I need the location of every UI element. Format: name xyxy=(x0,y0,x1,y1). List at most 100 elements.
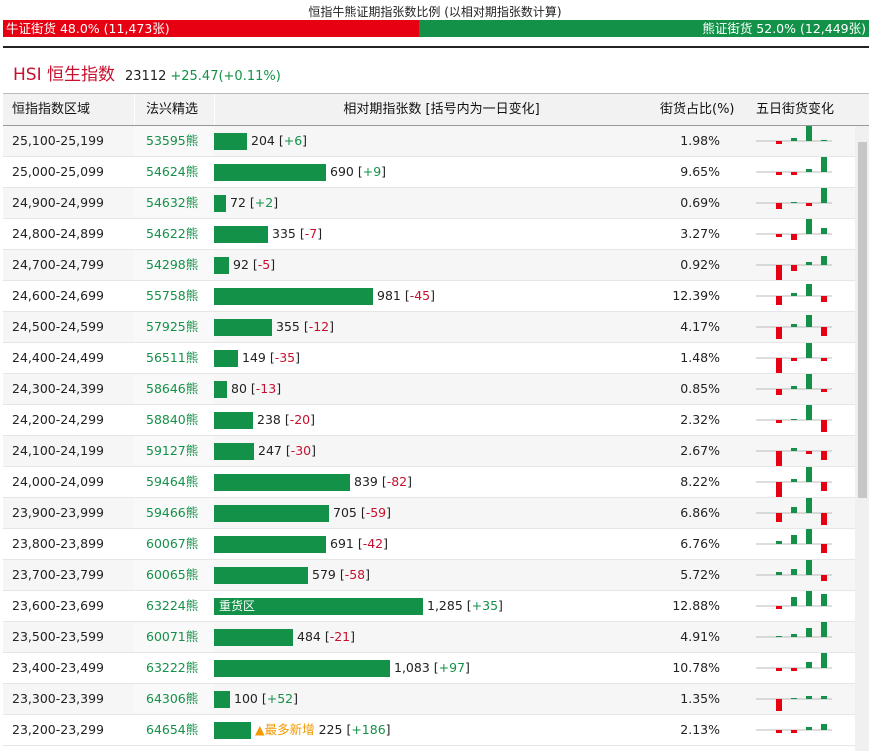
contracts-bar xyxy=(214,226,268,243)
contracts-bar xyxy=(214,288,373,305)
scrollbar-thumb[interactable] xyxy=(858,142,867,498)
five-day-sparkline xyxy=(756,219,832,240)
contracts-bar xyxy=(214,133,247,150)
warrant-code-link[interactable]: 64654熊 xyxy=(146,722,199,737)
warrant-code-link[interactable]: 63224熊 xyxy=(146,598,199,613)
contracts-cell: 247 [-30] xyxy=(214,436,669,466)
sparkline-bar xyxy=(791,172,797,175)
share-cell: 10.78% xyxy=(672,660,720,675)
share-cell: 1.48% xyxy=(680,350,720,365)
warrant-code-link[interactable]: 60067熊 xyxy=(146,536,199,551)
warrant-code-link[interactable]: 57925熊 xyxy=(146,319,199,334)
sparkline-bar xyxy=(821,622,827,637)
code-cell-bg xyxy=(134,560,214,590)
daily-change: +2 xyxy=(254,195,274,210)
warrant-code-link[interactable]: 56511熊 xyxy=(146,350,199,365)
column-header-share[interactable]: 街货占比(%) xyxy=(660,102,735,117)
sparkline-bar xyxy=(821,358,827,361)
column-header-range[interactable]: 恒指指数区域 xyxy=(12,102,91,117)
five-day-sparkline xyxy=(756,560,832,581)
contracts-label: 579 [-58] xyxy=(312,567,371,582)
table-row: 24,200-24,299 58840熊 238 [-20] 2.32% xyxy=(3,405,855,436)
contracts-value: 579 xyxy=(312,567,336,582)
warrant-code-link[interactable]: 59464熊 xyxy=(146,474,199,489)
share-cell: 6.86% xyxy=(680,505,720,520)
contracts-bar xyxy=(214,567,308,584)
warrant-code-link[interactable]: 53595熊 xyxy=(146,133,199,148)
index-change: +25.47(+0.11%) xyxy=(170,69,281,84)
code-cell-bg xyxy=(134,436,214,466)
sparkline-bar xyxy=(791,265,797,271)
range-cell: 24,200-24,299 xyxy=(12,412,104,427)
share-cell: 6.76% xyxy=(680,536,720,551)
sparkline-bar xyxy=(776,541,782,544)
warrant-code-link[interactable]: 58646熊 xyxy=(146,381,199,396)
range-cell: 24,500-24,599 xyxy=(12,319,104,334)
column-header-contracts[interactable]: 相对期指张数 [括号内为一日变化] xyxy=(343,102,540,117)
table-row: 25,000-25,099 54624熊 690 [+9] 9.65% xyxy=(3,157,855,188)
index-name[interactable]: HSI 恒生指数 xyxy=(13,65,115,85)
range-cell: 24,600-24,699 xyxy=(12,288,104,303)
warrant-code-link[interactable]: 60071熊 xyxy=(146,629,199,644)
contracts-cell: 1,083 [+97] xyxy=(214,653,669,683)
warrant-code-link[interactable]: 55758熊 xyxy=(146,288,199,303)
sparkline-bar xyxy=(821,389,827,392)
warrant-code-link[interactable]: 59127熊 xyxy=(146,443,199,458)
daily-change: -58 xyxy=(344,567,366,582)
table-row: 24,800-24,899 54622熊 335 [-7] 3.27% xyxy=(3,219,855,250)
table-row: 23,700-23,799 60065熊 579 [-58] 5.72% xyxy=(3,560,855,591)
sparkline-bar xyxy=(776,358,782,373)
warrant-code-link[interactable]: 60065熊 xyxy=(146,567,199,582)
table-row: 23,900-23,999 59466熊 705 [-59] 6.86% xyxy=(3,498,855,529)
column-header-five-day[interactable]: 五日街货变化 xyxy=(756,102,835,117)
heavy-zone-badge: 重货区 xyxy=(219,599,256,613)
sparkline-bar xyxy=(791,386,797,389)
sparkline-bar xyxy=(821,594,827,606)
sparkline-bar xyxy=(821,482,827,491)
share-cell: 0.69% xyxy=(680,195,720,210)
daily-change: -12 xyxy=(308,319,330,334)
sparkline-bar xyxy=(776,327,782,339)
header-divider xyxy=(134,94,135,125)
sparkline-bar xyxy=(821,327,827,336)
contracts-bar xyxy=(214,350,238,367)
five-day-sparkline xyxy=(756,498,832,525)
warrant-code-link[interactable]: 54298熊 xyxy=(146,257,199,272)
warrant-code-link[interactable]: 54622熊 xyxy=(146,226,199,241)
code-cell-bg xyxy=(134,498,214,528)
vertical-scrollbar[interactable] xyxy=(855,126,869,751)
contracts-cell: 92 [-5] xyxy=(214,250,669,280)
share-cell: 2.67% xyxy=(680,443,720,458)
sparkline-bar xyxy=(821,228,827,234)
contracts-value: 238 xyxy=(257,412,281,427)
five-day-sparkline xyxy=(756,284,832,305)
contracts-cell: 690 [+9] xyxy=(214,157,669,187)
table-row: 23,400-23,499 63222熊 1,083 [+97] 10.78% xyxy=(3,653,855,684)
contracts-bar xyxy=(214,164,326,181)
daily-change: -5 xyxy=(257,257,271,272)
range-cell: 23,300-23,399 xyxy=(12,691,104,706)
warrant-code-link[interactable]: 54632熊 xyxy=(146,195,199,210)
warrant-code-link[interactable]: 58840熊 xyxy=(146,412,199,427)
contracts-value: 149 xyxy=(242,350,266,365)
column-header-code[interactable]: 法兴精选 xyxy=(146,102,199,117)
contracts-label: 149 [-35] xyxy=(242,350,301,365)
contracts-value: 355 xyxy=(276,319,300,334)
contracts-cell: 100 [+52] xyxy=(214,684,669,714)
sparkline-bar xyxy=(821,140,827,141)
warrant-code-link[interactable]: 63222熊 xyxy=(146,660,199,675)
warrant-code-link[interactable]: 54624熊 xyxy=(146,164,199,179)
contracts-label: ▲最多新增 225 [+186] xyxy=(255,722,391,737)
warrant-code-link[interactable]: 64306熊 xyxy=(146,691,199,706)
sparkline-bar xyxy=(791,668,797,671)
contracts-cell: ▲最多新增 225 [+186] xyxy=(214,715,669,745)
contracts-cell: 705 [-59] xyxy=(214,498,669,528)
contracts-value: 204 xyxy=(251,133,275,148)
warrant-code-link[interactable]: 59466熊 xyxy=(146,505,199,520)
contracts-label: 981 [-45] xyxy=(377,288,436,303)
contracts-bar xyxy=(214,629,293,646)
table-row: 24,000-24,099 59464熊 839 [-82] 8.22% xyxy=(3,467,855,498)
range-cell: 23,600-23,699 xyxy=(12,598,104,613)
five-day-sparkline xyxy=(756,157,832,175)
range-cell: 23,800-23,899 xyxy=(12,536,104,551)
